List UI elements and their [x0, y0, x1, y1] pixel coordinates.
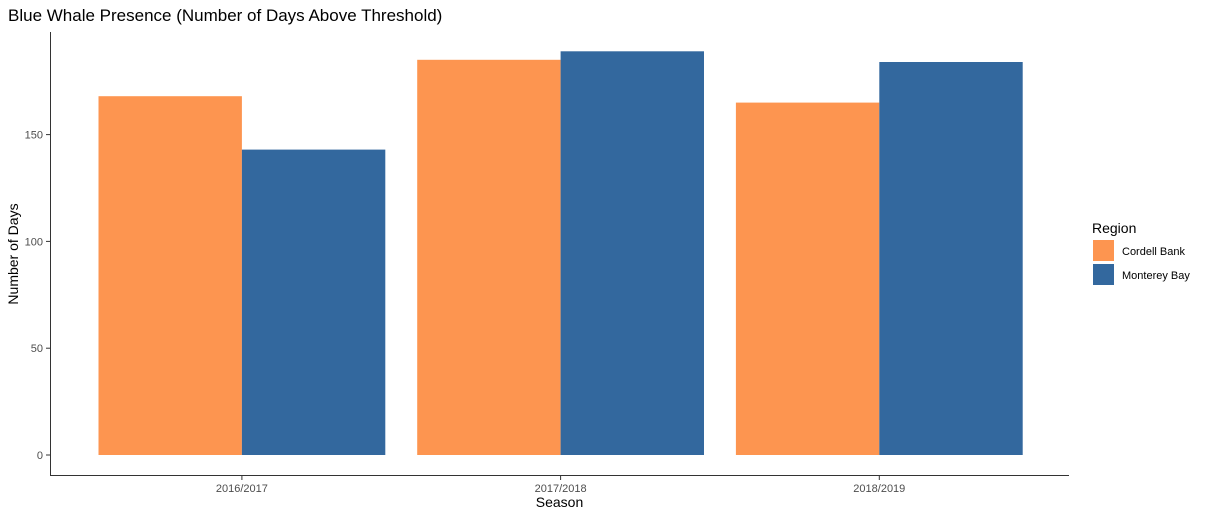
bar-monterey-bay-1 — [560, 51, 704, 456]
bar-monterey-bay-2 — [879, 62, 1023, 455]
legend-label-monterey-bay: Monterey Bay — [1122, 270, 1190, 282]
y-tick-label: 50 — [31, 343, 43, 355]
x-tick-label: 2016/2017 — [216, 483, 268, 495]
bars-layer — [98, 51, 1023, 456]
y-axis-ticks: 0 50 100 150 — [25, 130, 50, 462]
bar-monterey-bay-0 — [241, 149, 386, 455]
x-tick-label: 2017/2018 — [535, 483, 587, 495]
x-axis-ticks: 2016/2017 2017/2018 2018/2019 — [216, 476, 905, 495]
legend-label-cordell-bank: Cordell Bank — [1122, 246, 1185, 258]
y-axis-title: Number of Days — [5, 203, 21, 304]
legend-swatch-cordell-bank — [1093, 240, 1114, 261]
y-tick-label: 150 — [25, 130, 43, 142]
bar-cordell-bank-1 — [417, 59, 561, 456]
bar-cordell-bank-2 — [735, 102, 880, 455]
legend-swatch-monterey-bay — [1093, 264, 1114, 285]
x-axis-title: Season — [536, 494, 583, 510]
x-tick-label: 2018/2019 — [853, 483, 905, 495]
bar-cordell-bank-0 — [98, 96, 242, 455]
legend-items: Cordell Bank Monterey Bay — [1093, 240, 1190, 285]
y-tick-label: 100 — [25, 236, 43, 248]
legend: Region Cordell Bank Monterey Bay — [1092, 220, 1190, 285]
y-tick-label: 0 — [37, 450, 43, 462]
chart-title: Blue Whale Presence (Number of Days Abov… — [8, 6, 442, 25]
legend-title: Region — [1092, 220, 1136, 236]
